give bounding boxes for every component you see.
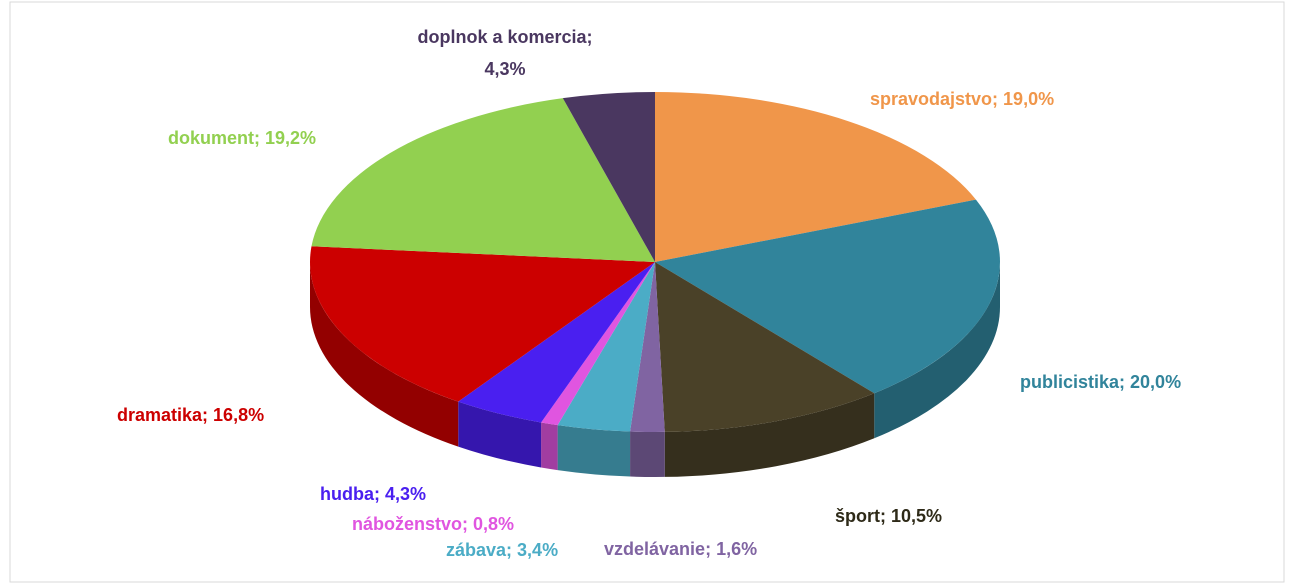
slice: [562, 92, 655, 262]
label-value: 19,2%: [265, 128, 316, 148]
slice-side: [874, 262, 1000, 439]
label-separator: ;: [587, 27, 593, 47]
label-separator: ;: [705, 539, 711, 559]
data-label: vzdelávanie; 1,6%: [604, 539, 757, 559]
label-separator: ;: [1119, 372, 1125, 392]
label-category: dramatika: [117, 405, 203, 425]
slice: [655, 262, 875, 432]
slice-side: [664, 393, 875, 477]
label-category: náboženstvo: [352, 514, 462, 534]
label-separator: ;: [254, 128, 260, 148]
slice-side: [458, 401, 542, 468]
label-category: publicistika: [1020, 372, 1120, 392]
data-label: dramatika; 16,8%: [117, 405, 264, 425]
slice: [655, 92, 976, 262]
data-label: šport; 10,5%: [835, 506, 942, 526]
label-separator: ;: [992, 89, 998, 109]
label-value: 20,0%: [1130, 372, 1181, 392]
label-separator: ;: [374, 484, 380, 504]
slice: [541, 262, 655, 426]
slice-side: [310, 262, 459, 447]
data-label: publicistika; 20,0%: [1020, 372, 1181, 392]
slice: [557, 262, 655, 432]
label-value: 3,4%: [517, 540, 558, 560]
data-label: spravodajstvo; 19,0%: [870, 89, 1054, 109]
label-category: zábava: [446, 540, 507, 560]
label-separator: ;: [462, 514, 468, 534]
slice: [655, 199, 1000, 394]
label-category: spravodajstvo: [870, 89, 992, 109]
slice-side: [557, 425, 631, 477]
slice: [458, 262, 655, 423]
data-label: hudba; 4,3%: [320, 484, 426, 504]
slice-side: [630, 431, 665, 477]
label-value: 4,3%: [385, 484, 426, 504]
slice: [311, 98, 655, 262]
label-value: 16,8%: [213, 405, 264, 425]
label-separator: ;: [202, 405, 208, 425]
data-label: dokument; 19,2%: [168, 128, 316, 148]
label-category: dokument: [168, 128, 254, 148]
label-value: 10,5%: [891, 506, 942, 526]
data-label: doplnok a komercia; 4,3%: [417, 27, 592, 79]
label-value: 4,3%: [484, 59, 525, 79]
data-label: zábava; 3,4%: [446, 540, 558, 560]
slice-side: [541, 422, 558, 471]
label-value: 19,0%: [1003, 89, 1054, 109]
data-label: náboženstvo; 0,8%: [352, 514, 514, 534]
label-category: vzdelávanie: [604, 539, 705, 559]
label-category: doplnok a komercia: [417, 27, 587, 47]
label-separator: ;: [506, 540, 512, 560]
label-category: šport: [835, 506, 880, 526]
slice: [630, 262, 665, 432]
label-separator: ;: [880, 506, 886, 526]
label-category: hudba: [320, 484, 375, 504]
label-value: 1,6%: [716, 539, 757, 559]
slice: [310, 246, 655, 402]
label-value: 0,8%: [473, 514, 514, 534]
